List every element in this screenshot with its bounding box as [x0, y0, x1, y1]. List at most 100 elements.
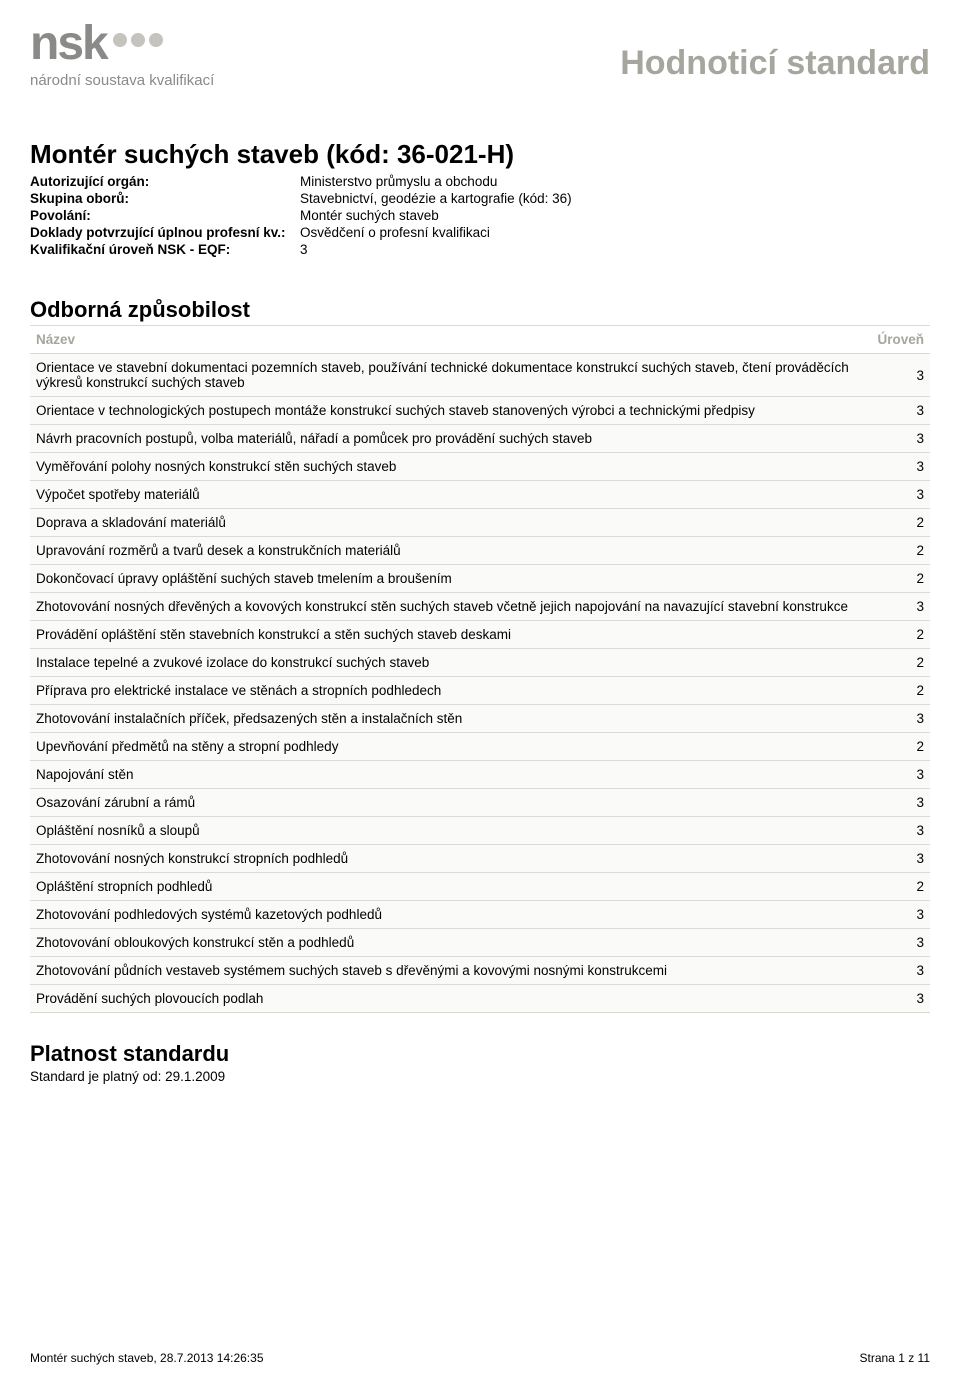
competence-name: Zhotovování podhledových systémů kazetov…	[30, 901, 870, 929]
logo-subtitle: národní soustava kvalifikací	[30, 72, 214, 89]
table-row: Návrh pracovních postupů, volba materiál…	[30, 425, 930, 453]
table-row: Orientace ve stavební dokumentaci pozemn…	[30, 354, 930, 397]
competence-level: 3	[870, 985, 930, 1013]
meta-value: Ministerstvo průmyslu a obchodu	[300, 174, 930, 189]
competence-name: Opláštění stropních podhledů	[30, 873, 870, 901]
meta-value: Stavebnictví, geodézie a kartografie (kó…	[300, 191, 930, 206]
competence-level: 2	[870, 649, 930, 677]
competence-level: 3	[870, 789, 930, 817]
meta-label: Kvalifikační úroveň NSK - EQF:	[30, 242, 300, 257]
competence-name: Orientace v technologických postupech mo…	[30, 397, 870, 425]
page-title: Hodnoticí standard	[620, 44, 930, 83]
table-row: Provádění suchých plovoucích podlah3	[30, 985, 930, 1013]
competence-name: Osazování zárubní a rámů	[30, 789, 870, 817]
competence-level: 2	[870, 733, 930, 761]
competence-level: 3	[870, 901, 930, 929]
competence-level: 2	[870, 873, 930, 901]
competence-name: Orientace ve stavební dokumentaci pozemn…	[30, 354, 870, 397]
competence-name: Opláštění nosníků a sloupů	[30, 817, 870, 845]
meta-value: Osvědčení o profesní kvalifikaci	[300, 225, 930, 240]
footer: Montér suchých staveb, 28.7.2013 14:26:3…	[30, 1351, 930, 1365]
competence-name: Zhotovování půdních vestaveb systémem su…	[30, 957, 870, 985]
competence-header-level: Úroveň	[870, 326, 930, 354]
meta-label: Doklady potvrzující úplnou profesní kv.:	[30, 225, 300, 240]
meta-value: Montér suchých staveb	[300, 208, 930, 223]
competence-name: Vyměřování polohy nosných konstrukcí stě…	[30, 453, 870, 481]
logo: nsk národní soustava kvalifikací	[30, 20, 214, 89]
competence-name: Upevňování předmětů na stěny a stropní p…	[30, 733, 870, 761]
table-row: Vyměřování polohy nosných konstrukcí stě…	[30, 453, 930, 481]
competence-level: 3	[870, 425, 930, 453]
table-row: Zhotovování podhledových systémů kazetov…	[30, 901, 930, 929]
header: nsk národní soustava kvalifikací Hodnoti…	[30, 20, 930, 89]
table-row: Instalace tepelné a zvukové izolace do k…	[30, 649, 930, 677]
table-row: Zhotovování půdních vestaveb systémem su…	[30, 957, 930, 985]
meta-label: Povolání:	[30, 208, 300, 223]
competence-name: Zhotovování obloukových konstrukcí stěn …	[30, 929, 870, 957]
competence-level: 3	[870, 929, 930, 957]
competence-level: 3	[870, 817, 930, 845]
document-title: Montér suchých staveb (kód: 36-021-H)	[30, 139, 930, 170]
competence-level: 3	[870, 354, 930, 397]
table-row: Zhotovování instalačních příček, předsaz…	[30, 705, 930, 733]
logo-text: nsk	[30, 20, 107, 68]
competence-name: Provádění opláštění stěn stavebních kons…	[30, 621, 870, 649]
footer-left: Montér suchých staveb, 28.7.2013 14:26:3…	[30, 1351, 264, 1365]
section-competence-title: Odborná způsobilost	[30, 297, 930, 323]
competence-name: Zhotovování instalačních příček, předsaz…	[30, 705, 870, 733]
competence-table: Název Úroveň Orientace ve stavební dokum…	[30, 325, 930, 1013]
competence-level: 2	[870, 565, 930, 593]
competence-header-row: Název Úroveň	[30, 326, 930, 354]
competence-name: Zhotovování nosných konstrukcí stropních…	[30, 845, 870, 873]
validity-title: Platnost standardu	[30, 1041, 930, 1067]
logo-top: nsk	[30, 20, 214, 68]
table-row: Provádění opláštění stěn stavebních kons…	[30, 621, 930, 649]
competence-name: Upravování rozměrů a tvarů desek a konst…	[30, 537, 870, 565]
meta-label: Autorizující orgán:	[30, 174, 300, 189]
logo-dots-icon	[113, 33, 163, 47]
competence-name: Provádění suchých plovoucích podlah	[30, 985, 870, 1013]
competence-level: 3	[870, 481, 930, 509]
competence-name: Doprava a skladování materiálů	[30, 509, 870, 537]
footer-right: Strana 1 z 11	[860, 1351, 931, 1365]
competence-level: 3	[870, 593, 930, 621]
table-row: Orientace v technologických postupech mo…	[30, 397, 930, 425]
table-row: Napojování stěn3	[30, 761, 930, 789]
competence-level: 3	[870, 453, 930, 481]
table-row: Opláštění stropních podhledů2	[30, 873, 930, 901]
competence-level: 3	[870, 957, 930, 985]
table-row: Upravování rozměrů a tvarů desek a konst…	[30, 537, 930, 565]
table-row: Doprava a skladování materiálů2	[30, 509, 930, 537]
meta-label: Skupina oborů:	[30, 191, 300, 206]
competence-name: Zhotovování nosných dřevěných a kovových…	[30, 593, 870, 621]
table-row: Zhotovování obloukových konstrukcí stěn …	[30, 929, 930, 957]
competence-name: Dokončovací úpravy opláštění suchých sta…	[30, 565, 870, 593]
competence-level: 2	[870, 509, 930, 537]
competence-level: 2	[870, 537, 930, 565]
page: nsk národní soustava kvalifikací Hodnoti…	[0, 0, 960, 1375]
competence-level: 3	[870, 705, 930, 733]
competence-name: Příprava pro elektrické instalace ve stě…	[30, 677, 870, 705]
competence-level: 3	[870, 761, 930, 789]
table-row: Osazování zárubní a rámů3	[30, 789, 930, 817]
table-row: Zhotovování nosných dřevěných a kovových…	[30, 593, 930, 621]
table-row: Opláštění nosníků a sloupů3	[30, 817, 930, 845]
meta-table: Autorizující orgán:Ministerstvo průmyslu…	[30, 174, 930, 257]
competence-name: Instalace tepelné a zvukové izolace do k…	[30, 649, 870, 677]
competence-header-name: Název	[30, 326, 870, 354]
table-row: Upevňování předmětů na stěny a stropní p…	[30, 733, 930, 761]
competence-name: Výpočet spotřeby materiálů	[30, 481, 870, 509]
table-row: Příprava pro elektrické instalace ve stě…	[30, 677, 930, 705]
meta-value: 3	[300, 242, 930, 257]
competence-level: 2	[870, 677, 930, 705]
validity-block: Platnost standardu Standard je platný od…	[30, 1041, 930, 1084]
competence-name: Napojování stěn	[30, 761, 870, 789]
competence-name: Návrh pracovních postupů, volba materiál…	[30, 425, 870, 453]
competence-level: 3	[870, 397, 930, 425]
table-row: Zhotovování nosných konstrukcí stropních…	[30, 845, 930, 873]
table-row: Výpočet spotřeby materiálů3	[30, 481, 930, 509]
validity-text: Standard je platný od: 29.1.2009	[30, 1069, 930, 1084]
table-row: Dokončovací úpravy opláštění suchých sta…	[30, 565, 930, 593]
competence-level: 3	[870, 845, 930, 873]
competence-level: 2	[870, 621, 930, 649]
